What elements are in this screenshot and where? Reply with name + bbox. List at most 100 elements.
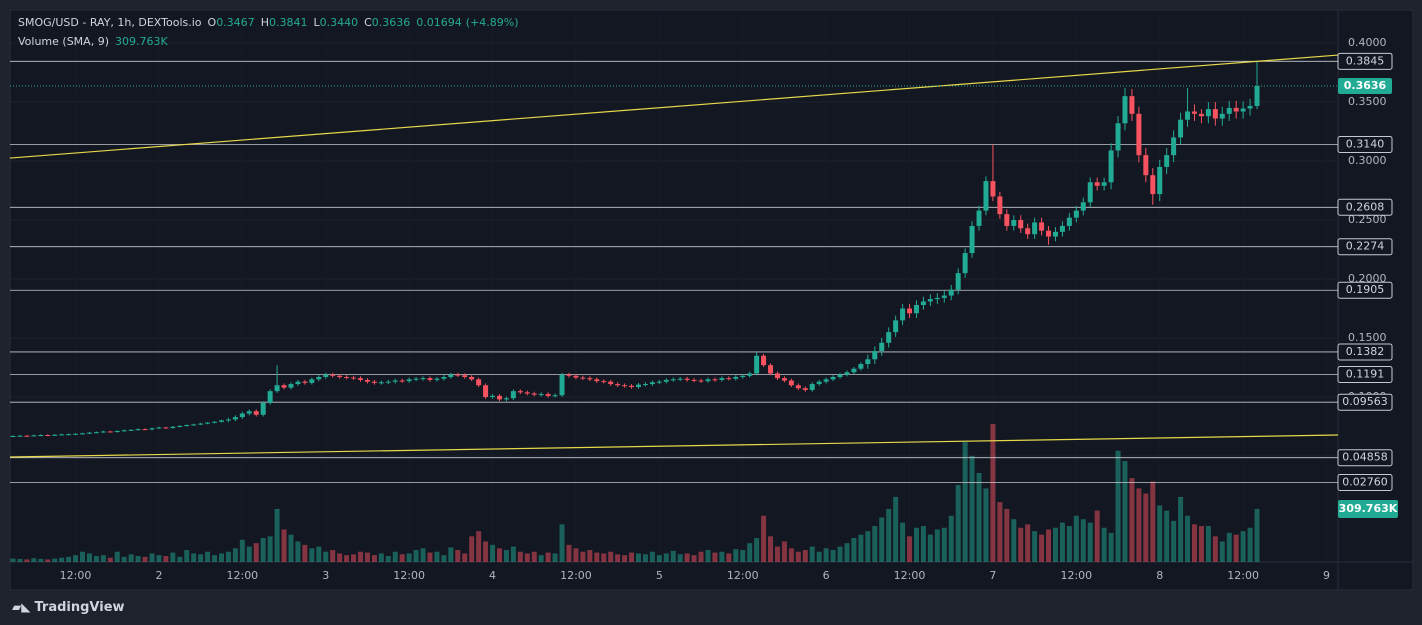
- candle-body: [17, 435, 23, 437]
- candle-body: [420, 378, 426, 380]
- volume-bar: [1073, 515, 1079, 562]
- candle-body: [559, 374, 565, 396]
- l-letter: L: [313, 16, 320, 29]
- chart-pane: [9, 9, 1414, 591]
- volume-bar: [948, 515, 954, 562]
- candle-body: [524, 392, 530, 394]
- candle-body: [663, 379, 669, 382]
- candle-body: [510, 391, 516, 399]
- volume-bar: [1004, 508, 1010, 562]
- candle-body: [212, 421, 218, 423]
- volume-bar: [809, 546, 815, 562]
- volume-bar: [573, 548, 579, 562]
- volume-bar: [615, 554, 621, 562]
- candle-body: [879, 342, 885, 352]
- volume-bar: [656, 555, 662, 562]
- candle-body: [330, 374, 336, 376]
- candle-body: [66, 434, 72, 436]
- volume-bar: [38, 558, 44, 562]
- candle-body: [684, 378, 690, 380]
- level-lines: [10, 60, 1338, 483]
- candle-body: [1066, 217, 1072, 226]
- volume-bar: [121, 556, 127, 562]
- candle-body: [538, 394, 544, 396]
- candle-body: [1108, 150, 1114, 183]
- brand[interactable]: ▰◣ TradingView: [12, 600, 125, 615]
- volume-bar: [955, 484, 961, 562]
- volume-bar: [538, 555, 544, 562]
- volume-bar: [1150, 481, 1156, 562]
- volume-bar: [524, 553, 530, 562]
- candle-body: [1004, 214, 1010, 226]
- volume-bar: [1087, 522, 1093, 562]
- candle-body: [316, 376, 322, 380]
- volume-bar: [844, 543, 850, 562]
- volume-bar: [900, 522, 906, 562]
- volume-bar: [337, 553, 343, 562]
- candle-body: [281, 385, 287, 388]
- y-tick-label: 0.4000: [1348, 36, 1387, 49]
- candles: [10, 61, 1260, 437]
- y-tick-label: 0.2500: [1348, 213, 1387, 226]
- volume-bar: [100, 555, 106, 562]
- candle-body: [10, 435, 16, 437]
- x-tick-label: 7: [989, 569, 996, 582]
- candle-body: [635, 384, 641, 388]
- candle-body: [691, 379, 697, 381]
- candle-body: [462, 375, 468, 377]
- candle-body: [128, 429, 134, 431]
- candle-body: [59, 434, 65, 436]
- volume-bar: [580, 551, 586, 562]
- volume-bar: [31, 558, 37, 562]
- volume-bar: [865, 531, 871, 562]
- candle-body: [608, 381, 614, 385]
- volume-sma-label: 309.763K: [1339, 502, 1398, 515]
- candle-body: [170, 426, 176, 428]
- candle-body: [1150, 175, 1156, 195]
- candle-body: [761, 355, 767, 366]
- x-tick-label: 12:00: [1060, 569, 1092, 582]
- candle-body: [38, 435, 44, 437]
- x-tick-label: 12:00: [226, 569, 258, 582]
- candle-body: [545, 394, 551, 396]
- volume-bar: [642, 554, 648, 562]
- candle-body: [198, 423, 204, 425]
- volume-bar: [1191, 524, 1197, 562]
- volume-sma-box: [1338, 500, 1398, 518]
- volume-layer: [10, 424, 1260, 562]
- candle-body: [427, 378, 433, 380]
- volume-bar: [490, 544, 496, 562]
- volume-bar: [1066, 526, 1072, 562]
- level-label-box: [1337, 136, 1393, 154]
- candle-body: [920, 301, 926, 305]
- volume-bar: [649, 551, 655, 562]
- volume-bar: [1157, 505, 1163, 562]
- volume-bar: [253, 543, 259, 562]
- candle-body: [1226, 107, 1232, 114]
- level-label-box: [1337, 473, 1393, 491]
- candle-body: [1073, 210, 1079, 218]
- volume-bar: [59, 557, 65, 562]
- volume-bar: [684, 553, 690, 562]
- symbol: SMOG/USD - RAY, 1h, DEXTools.io O0.3467 H0…: [18, 16, 519, 29]
- volume-bar: [983, 488, 989, 562]
- volume-bar: [1052, 527, 1058, 562]
- volume-bar: [79, 551, 85, 562]
- candle-body: [24, 435, 30, 437]
- candle-body: [177, 425, 183, 427]
- high-value: 0.3841: [269, 16, 308, 29]
- volume-bar: [622, 555, 628, 562]
- candle-body: [93, 432, 99, 434]
- volume-bar: [879, 517, 885, 562]
- x-tick-label: 5: [656, 569, 663, 582]
- volume-bar: [114, 551, 120, 562]
- candle-body: [1115, 123, 1121, 151]
- volume-bar: [872, 526, 878, 562]
- volume-bar: [1018, 527, 1024, 562]
- volume-bar: [344, 555, 350, 562]
- candle-body: [323, 374, 329, 377]
- candle-body: [1046, 230, 1052, 237]
- change-pct: (+4.89%): [466, 16, 519, 29]
- volume-bar: [726, 553, 732, 562]
- symbol-text: SMOG/USD - RAY, 1h, DEXTools.io: [18, 16, 202, 29]
